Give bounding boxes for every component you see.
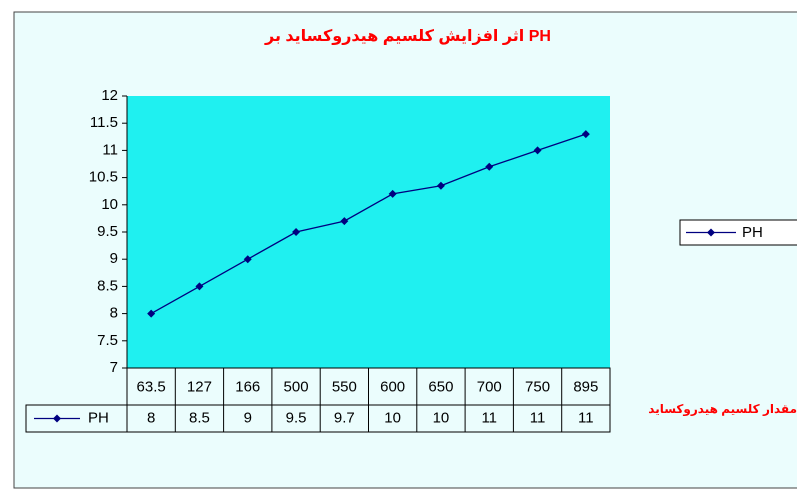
series-line [150,133,587,315]
x-tick-label: 895 [573,378,598,395]
y-tick-label: 11.5 [90,114,118,131]
x-tick-label: 700 [477,378,502,395]
y-tick-label: 7.5 [97,332,118,349]
x-tick-label: 166 [235,378,260,395]
data-table-value: 10 [384,409,401,426]
x-tick-label: 127 [187,378,212,395]
y-tick-label: 9.5 [97,223,118,240]
data-table-value: 9.5 [286,409,307,426]
plot-area [127,96,610,368]
y-tick-label: 10.5 [89,169,118,186]
x-axis-label: مقدار كلسيم هيدروكسايد [648,402,797,417]
data-point [340,217,349,226]
y-tick-label: 11 [102,141,118,158]
data-point [533,146,542,155]
data-point [292,228,301,236]
data-table-value: 9 [244,409,252,426]
legend-key-marker [707,228,715,237]
x-tick-label: 550 [332,378,357,395]
data-point [147,309,156,318]
y-tick-label: 12 [101,87,118,104]
y-tick-label: 10 [101,196,118,213]
data-table-value: 11 [530,409,546,426]
x-tick-label: 63.5 [137,378,166,395]
data-table-cells [25,404,611,433]
data-table-value: 10 [433,409,450,426]
x-tick-label: 500 [284,378,309,395]
data-table-value: 8 [147,409,155,426]
data-table-value: 11 [481,409,497,426]
data-point [243,255,252,264]
legend-label: PH [742,224,763,241]
table-series-name: PH [88,409,109,426]
data-point [436,181,445,190]
data-table-value: 11 [578,409,594,426]
data-point [388,189,397,198]
y-tick-label: 7 [110,359,118,376]
x-tick-label: 650 [428,378,453,395]
y-tick-label: 9 [110,250,118,267]
data-table-value: 8.5 [189,409,210,426]
x-tick-label: 600 [380,378,405,395]
y-tick-label: 8 [110,305,118,322]
data-point [485,162,494,171]
chart-title: اثر افزايش كلسيم هيدروكسايد بر PH [264,28,551,45]
data-table-value: 9.7 [334,409,355,426]
data-point [581,130,590,139]
data-point [195,282,204,291]
table-key-marker [53,414,61,423]
x-tick-label: 750 [525,378,550,395]
y-tick-label: 8.5 [97,277,118,294]
